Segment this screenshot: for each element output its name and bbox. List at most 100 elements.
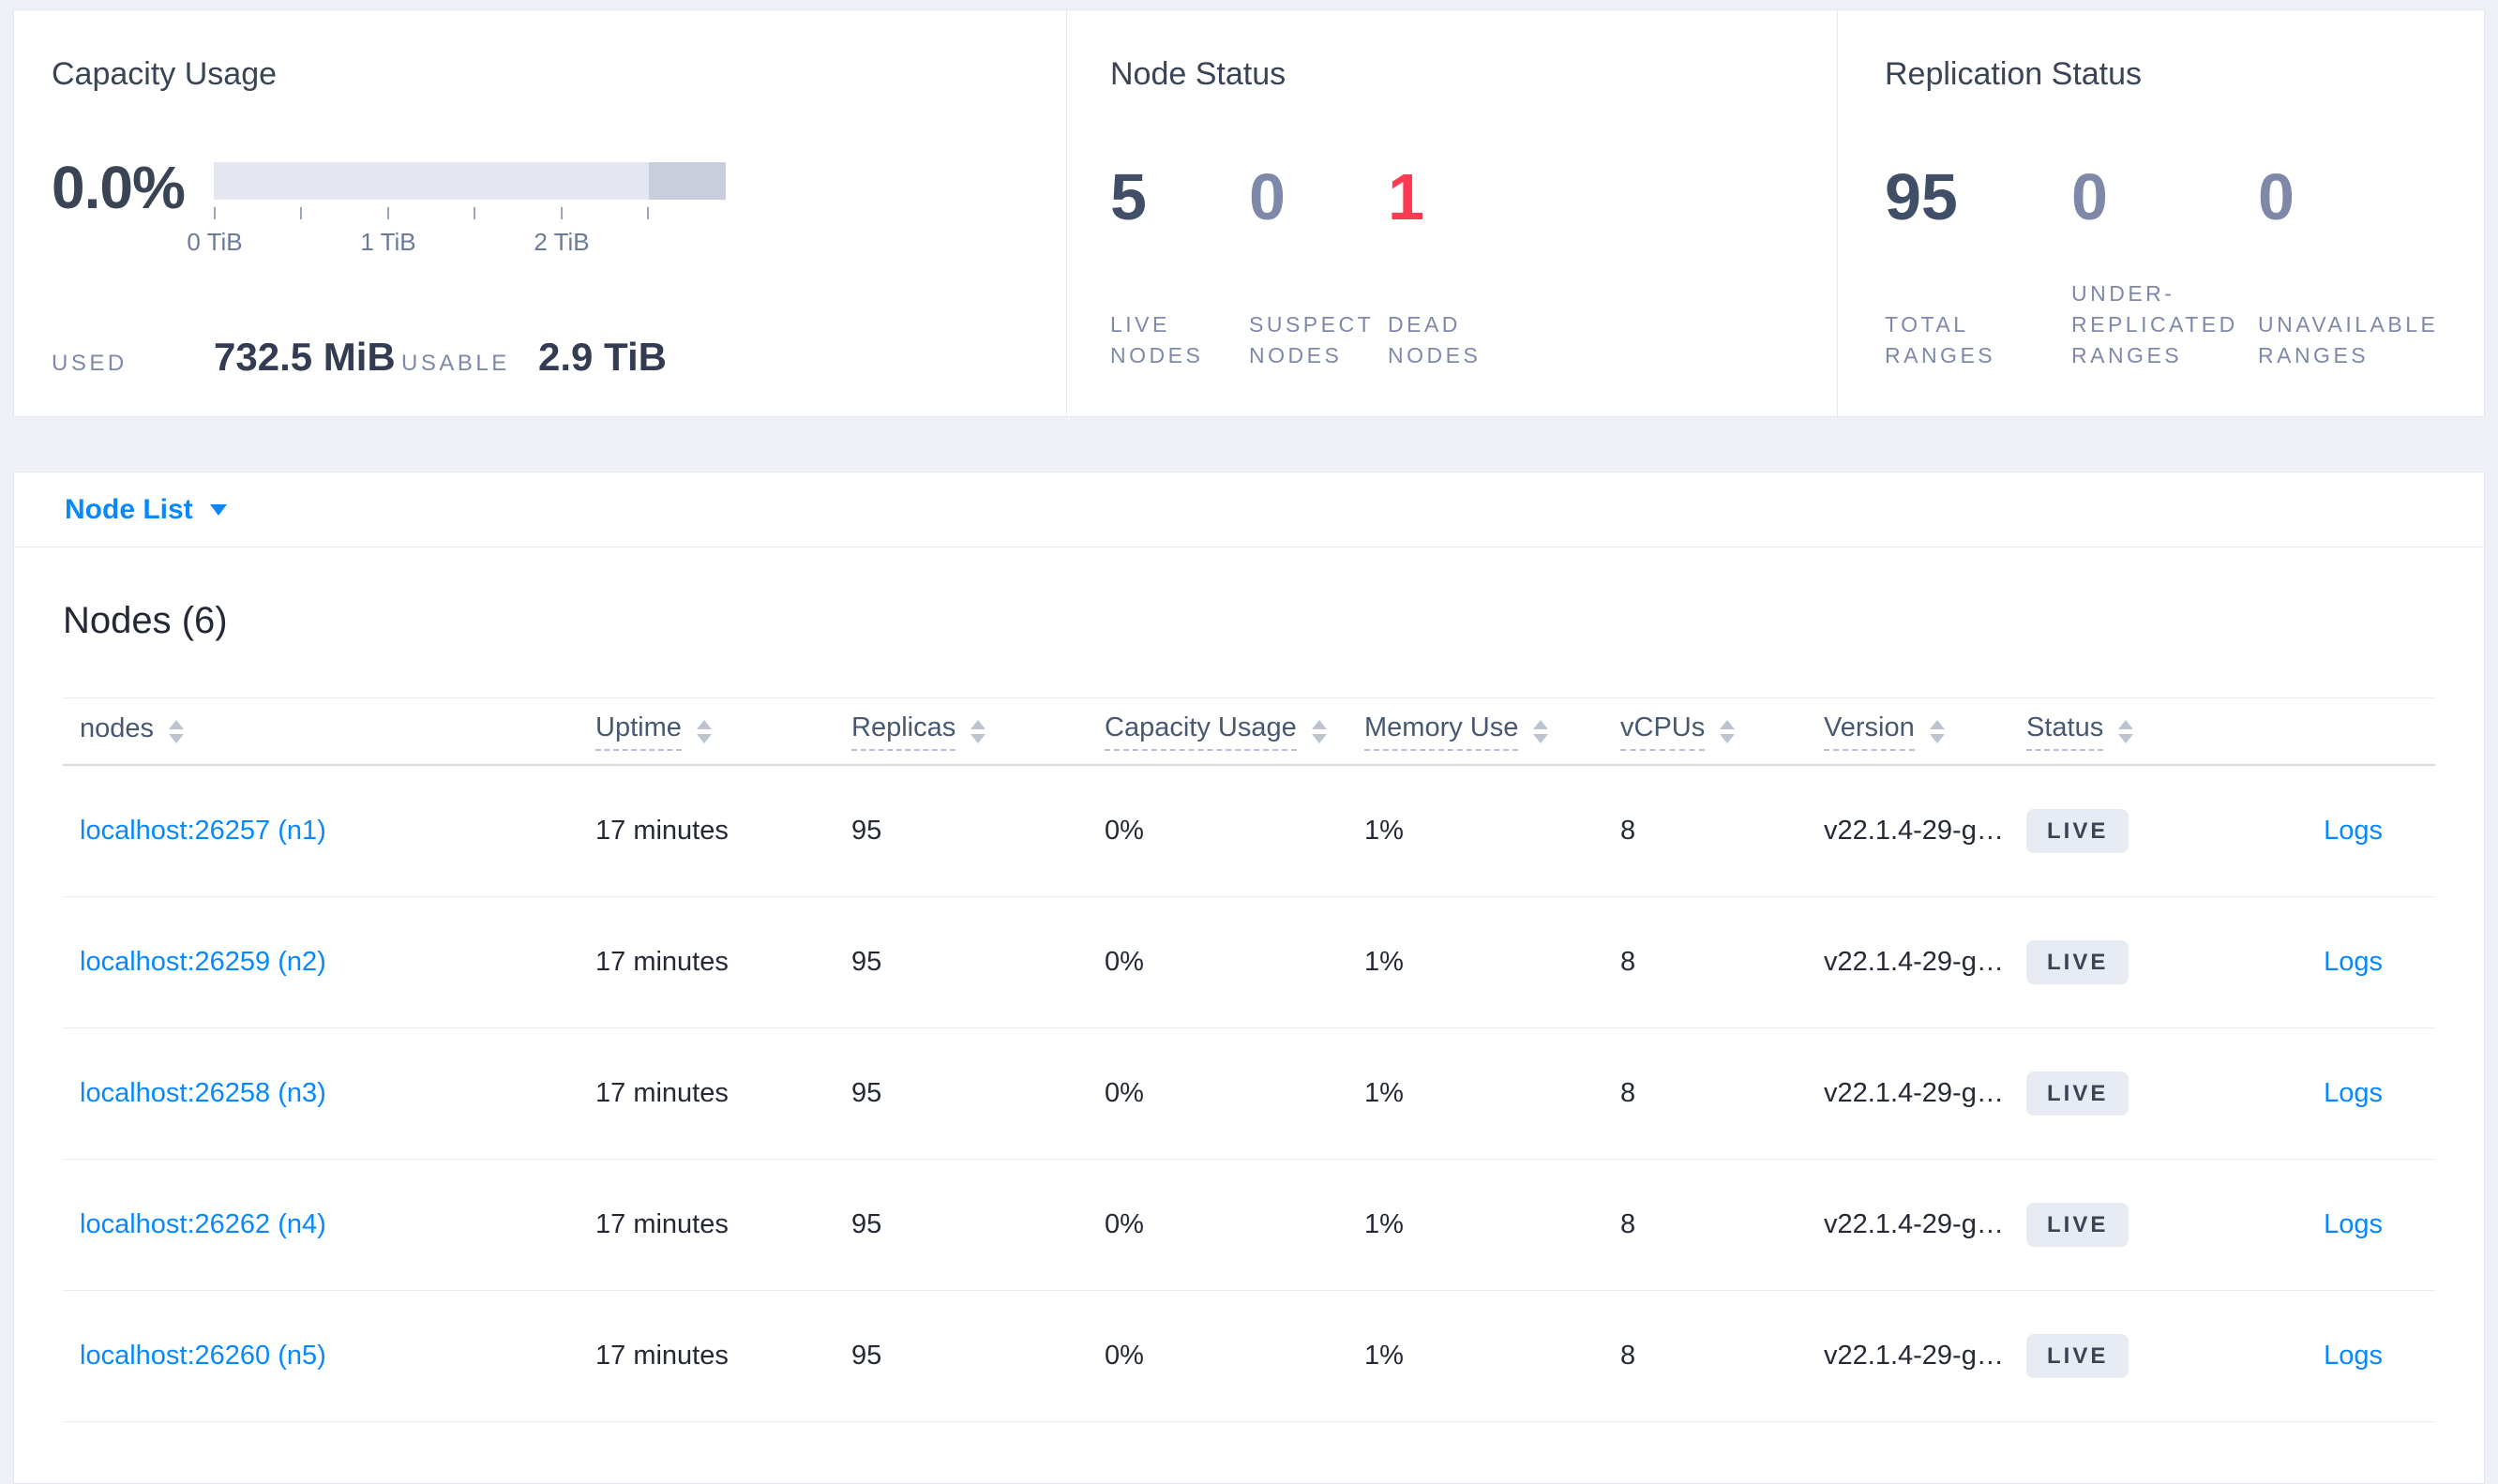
- logs-link[interactable]: Logs: [2324, 1341, 2383, 1371]
- replication-metrics: 95 TOTAL RANGES 0 UNDER- REPLICATED RANG…: [1885, 160, 2484, 371]
- table-row: localhost:26259 (n2) 17 minutes 95 0% 1%…: [63, 897, 2435, 1028]
- axis-tick: [214, 207, 216, 219]
- view-selector-label: Node List: [65, 493, 193, 525]
- vcpus-cell: 8: [1620, 1209, 1636, 1239]
- table-header-row: nodes Uptime Replicas Capacity Usage Mem…: [63, 698, 2435, 766]
- replicas-cell: 95: [851, 1078, 882, 1108]
- capacity-usage-cell: 0%: [1105, 1341, 1144, 1371]
- memory-use-cell: 1%: [1364, 1341, 1404, 1371]
- axis-tick: [561, 207, 563, 219]
- capacity-usage-section: Capacity Usage 0.0% 0 TiB 1 TiB 2 TiB US…: [14, 10, 1066, 416]
- axis-tick: [387, 207, 389, 219]
- table-row: localhost:26257 (n1) 17 minutes 95 0% 1%…: [63, 766, 2435, 897]
- view-selector-dropdown[interactable]: Node List: [14, 472, 2484, 547]
- replicas-cell: 95: [851, 947, 882, 977]
- uptime-cell: 17 minutes: [595, 1078, 729, 1108]
- sort-icon: [169, 719, 185, 743]
- sort-icon: [1533, 719, 1549, 743]
- chevron-down-icon: [209, 503, 227, 516]
- suspect-nodes-metric: 0 SUSPECT NODES: [1249, 160, 1388, 371]
- logs-link[interactable]: Logs: [2324, 1209, 2383, 1239]
- suspect-nodes-label: SUSPECT NODES: [1249, 312, 1375, 367]
- sort-icon: [696, 719, 712, 743]
- live-nodes-label: LIVE NODES: [1110, 312, 1204, 367]
- live-nodes-value: 5: [1110, 160, 1147, 233]
- column-header-nodes[interactable]: nodes: [80, 713, 595, 750]
- capacity-bar-usable-segment: [214, 162, 649, 200]
- memory-use-cell: 1%: [1364, 1078, 1404, 1108]
- dead-nodes-label: DEAD NODES: [1388, 312, 1482, 367]
- column-header-vcpus[interactable]: vCPUs: [1620, 712, 1824, 751]
- table-row: localhost:26260 (n5) 17 minutes 95 0% 1%…: [63, 1291, 2435, 1422]
- under-replicated-ranges-value: 0: [2071, 160, 2108, 233]
- column-header-memory-use[interactable]: Memory Use: [1364, 712, 1620, 751]
- capacity-bar-chart: 0 TiB 1 TiB 2 TiB: [187, 162, 726, 275]
- node-status-section: Node Status 5 LIVE NODES 0 SUSPECT NODES…: [1066, 10, 1837, 416]
- under-replicated-ranges-metric: 0 UNDER- REPLICATED RANGES: [2071, 160, 2258, 371]
- total-ranges-label: TOTAL RANGES: [1885, 312, 1996, 367]
- column-header-replicas[interactable]: Replicas: [851, 712, 1105, 751]
- status-badge: LIVE: [2026, 1334, 2129, 1378]
- node-link[interactable]: localhost:26262 (n4): [80, 1209, 326, 1239]
- axis-tick-label: 1 TiB: [360, 228, 416, 256]
- used-label: USED: [52, 351, 128, 376]
- node-link[interactable]: localhost:26257 (n1): [80, 816, 326, 846]
- version-cell: v22.1.4-29-g…: [1824, 1341, 2004, 1371]
- memory-use-cell: 1%: [1364, 816, 1404, 846]
- column-header-version[interactable]: Version: [1824, 712, 2026, 751]
- nodes-panel: Node List Nodes (6) nodes Uptime Replica…: [13, 472, 2485, 1484]
- status-badge: LIVE: [2026, 940, 2129, 984]
- vcpus-cell: 8: [1620, 1341, 1636, 1371]
- column-header-status[interactable]: Status: [2026, 712, 2231, 751]
- logs-link[interactable]: Logs: [2324, 816, 2383, 846]
- dead-nodes-metric: 1 DEAD NODES: [1388, 160, 1527, 371]
- uptime-cell: 17 minutes: [595, 1209, 729, 1239]
- capacity-percent-value: 0.0%: [52, 154, 186, 221]
- version-cell: v22.1.4-29-g…: [1824, 816, 2004, 846]
- replicas-cell: 95: [851, 816, 882, 846]
- unavailable-ranges-value: 0: [2258, 160, 2295, 233]
- total-ranges-value: 95: [1885, 160, 1958, 233]
- nodes-table: nodes Uptime Replicas Capacity Usage Mem…: [63, 697, 2435, 1422]
- live-nodes-metric: 5 LIVE NODES: [1110, 160, 1249, 371]
- vcpus-cell: 8: [1620, 947, 1636, 977]
- capacity-usage-footer: USED 732.5 MiB USABLE 2.9 TiB: [52, 335, 1066, 380]
- replicas-cell: 95: [851, 1341, 882, 1371]
- vcpus-cell: 8: [1620, 1078, 1636, 1108]
- capacity-usage-cell: 0%: [1105, 816, 1144, 846]
- axis-tick: [300, 207, 302, 219]
- unavailable-ranges-metric: 0 UNAVAILABLE RANGES: [2258, 160, 2445, 371]
- nodes-section: Nodes (6) nodes Uptime Replicas Capacity…: [14, 598, 2484, 1422]
- status-badge: LIVE: [2026, 809, 2129, 853]
- capacity-usage-title: Capacity Usage: [52, 56, 278, 92]
- capacity-usage-cell: 0%: [1105, 947, 1144, 977]
- version-cell: v22.1.4-29-g…: [1824, 1078, 2004, 1108]
- logs-link[interactable]: Logs: [2324, 947, 2383, 977]
- suspect-nodes-value: 0: [1249, 160, 1286, 233]
- uptime-cell: 17 minutes: [595, 947, 729, 977]
- replication-status-title: Replication Status: [1885, 56, 2143, 92]
- dead-nodes-value: 1: [1388, 160, 1424, 233]
- axis-tick-label: 0 TiB: [187, 228, 243, 256]
- axis-tick: [647, 207, 649, 219]
- node-link[interactable]: localhost:26258 (n3): [80, 1078, 326, 1108]
- nodes-section-title: Nodes (6): [63, 600, 228, 641]
- usable-label: USABLE: [401, 351, 510, 376]
- capacity-usage-cell: 0%: [1105, 1209, 1144, 1239]
- logs-link[interactable]: Logs: [2324, 1078, 2383, 1108]
- column-header-uptime[interactable]: Uptime: [595, 712, 851, 751]
- uptime-cell: 17 minutes: [595, 816, 729, 846]
- axis-tick-label: 2 TiB: [534, 228, 590, 256]
- total-ranges-metric: 95 TOTAL RANGES: [1885, 160, 2071, 371]
- sort-icon: [1720, 719, 1736, 743]
- cluster-summary-panel: Capacity Usage 0.0% 0 TiB 1 TiB 2 TiB US…: [13, 9, 2485, 417]
- capacity-usage-chart: 0.0% 0 TiB 1 TiB 2 TiB: [52, 154, 1066, 275]
- version-cell: v22.1.4-29-g…: [1824, 947, 2004, 977]
- axis-tick: [474, 207, 475, 219]
- capacity-bar-other-segment: [649, 162, 726, 200]
- node-link[interactable]: localhost:26259 (n2): [80, 947, 326, 977]
- replication-status-section: Replication Status 95 TOTAL RANGES 0 UND…: [1837, 10, 2484, 416]
- memory-use-cell: 1%: [1364, 1209, 1404, 1239]
- node-link[interactable]: localhost:26260 (n5): [80, 1341, 326, 1371]
- column-header-capacity-usage[interactable]: Capacity Usage: [1105, 712, 1364, 751]
